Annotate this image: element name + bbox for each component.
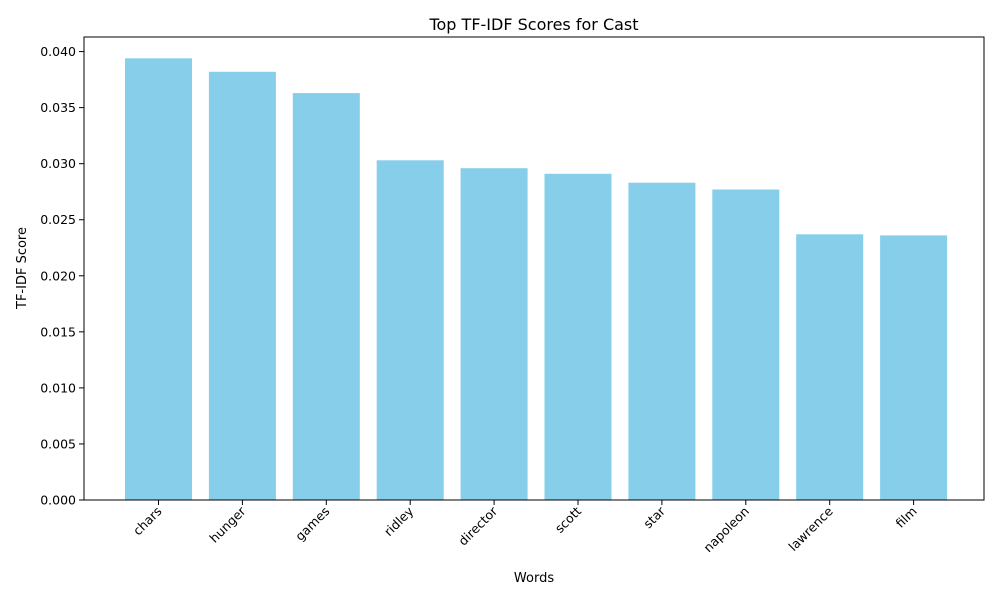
x-tick-label: scott (552, 503, 584, 535)
y-tick-label: 0.030 (40, 156, 76, 171)
x-tick-label: director (455, 503, 501, 549)
y-tick-label: 0.020 (40, 268, 76, 283)
bar-ridley (376, 160, 444, 501)
chart-title: Top TF-IDF Scores for Cast (428, 15, 638, 34)
x-tick-label: lawrence (785, 503, 836, 554)
y-axis-ticks: 0.000 0.005 0.010 0.015 0.020 0.025 0.030 0.035… (40, 44, 84, 508)
y-tick-label: 0.010 (40, 380, 76, 395)
bar-games (292, 93, 360, 500)
x-tick-label: napoleon (700, 504, 752, 556)
y-tick-label: 0.040 (40, 44, 76, 59)
x-axis-label: Words (514, 571, 554, 586)
bar-film (880, 235, 948, 500)
x-tick-label: star (640, 503, 668, 531)
bar-director (460, 168, 528, 500)
y-tick-label: 0.005 (40, 436, 76, 451)
x-tick-label: ridley (381, 503, 417, 539)
x-tick-label: hunger (206, 503, 249, 546)
x-tick-label: film (892, 504, 919, 531)
x-tick-label: games (292, 504, 332, 544)
y-axis-label: TF-IDF Score (15, 227, 30, 310)
bar-napoleon (712, 189, 780, 500)
bar-hunger (208, 71, 276, 501)
plot-frame (83, 36, 985, 501)
bar-lawrence (796, 234, 864, 501)
bars-group (125, 58, 948, 501)
y-tick-label: 0.025 (40, 212, 76, 227)
y-tick-label: 0.015 (40, 324, 76, 339)
bar-star (628, 182, 696, 500)
bar-scott (544, 173, 612, 501)
x-axis-ticks: chars hunger games ridley director scott star n… (130, 500, 920, 555)
bar-chars (125, 58, 192, 501)
y-tick-label: 0.035 (40, 100, 76, 115)
y-tick-label: 0.000 (40, 493, 76, 508)
x-tick-label: chars (130, 504, 165, 539)
